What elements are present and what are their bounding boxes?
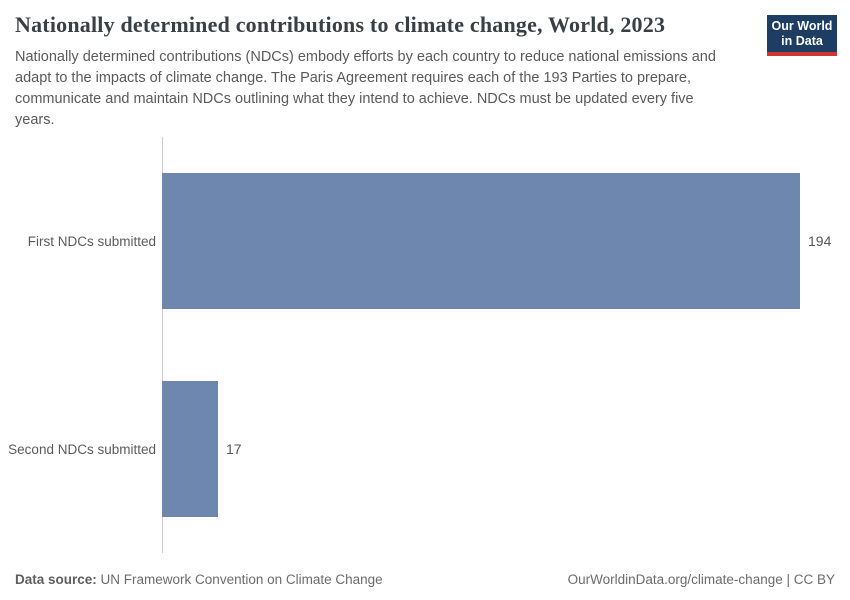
chart-subtitle: Nationally determined contributions (NDC… [15,49,716,129]
chart-rows: First NDCs submitted 194 Second NDCs submi… [0,137,835,553]
owid-logo-line1: Our World [771,19,833,33]
owid-logo-line2: in Data [781,34,823,48]
value-label: 17 [226,441,242,457]
y-axis-line [162,137,163,553]
license-link[interactable]: OurWorldinData.org/climate-change | CC B… [567,572,835,587]
bar[interactable] [162,381,218,517]
bar-wrap: 194 [162,137,835,345]
owid-logo[interactable]: Our World in Data [767,15,837,56]
category-label: First NDCs submitted [27,233,156,249]
chart-header: Nationally determined contributions to c… [15,12,837,131]
bar-wrap: 17 [162,345,835,553]
category-label: Second NDCs submitted [8,441,156,457]
chart-row: Second NDCs submitted 17 [0,345,835,553]
chart-title: Nationally determined contributions to c… [15,12,666,37]
value-label: 194 [808,233,832,249]
data-source-label: Data source: [15,572,97,587]
data-source: Data source: UN Framework Convention on … [15,572,383,587]
bar[interactable] [162,173,800,309]
data-source-value: UN Framework Convention on Climate Chang… [100,572,383,587]
chart-row: First NDCs submitted 194 [0,137,835,345]
bar-chart: First NDCs submitted 194 Second NDCs submi… [0,137,835,553]
chart-footer: Data source: UN Framework Convention on … [15,572,835,587]
